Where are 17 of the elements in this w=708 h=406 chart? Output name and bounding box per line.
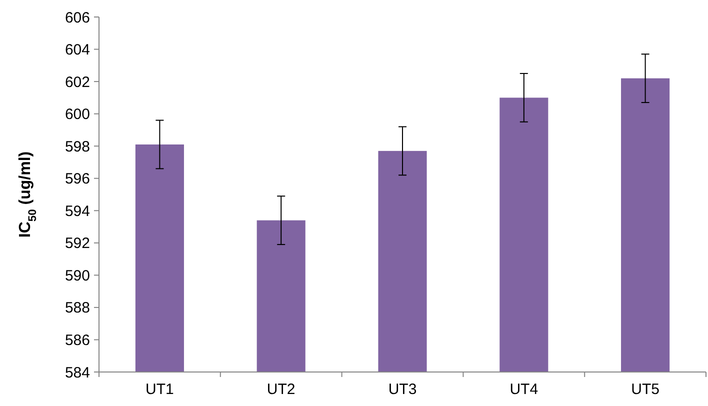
y-tick-label: 602: [64, 74, 90, 91]
y-tick-label: 598: [64, 138, 90, 156]
y-tick-label: 584: [64, 364, 90, 382]
y-tick-label: 586: [64, 332, 90, 349]
x-tick-label: UT2: [266, 381, 296, 398]
y-tick-label: 606: [64, 9, 90, 26]
y-tick-label: 594: [64, 202, 90, 220]
y-tick-label: 590: [64, 267, 90, 284]
y-tick-label: 596: [64, 170, 90, 188]
x-tick-label: UT4: [510, 381, 538, 398]
y-tick-label: 600: [64, 106, 90, 124]
x-tick-label: UT1: [146, 381, 174, 398]
y-tick-label: 604: [64, 42, 90, 59]
x-tick-label: UT5: [631, 381, 660, 398]
x-tick-label: UT3: [388, 381, 417, 398]
y-tick-label: 588: [64, 300, 90, 317]
y-tick-label: 592: [64, 235, 90, 252]
